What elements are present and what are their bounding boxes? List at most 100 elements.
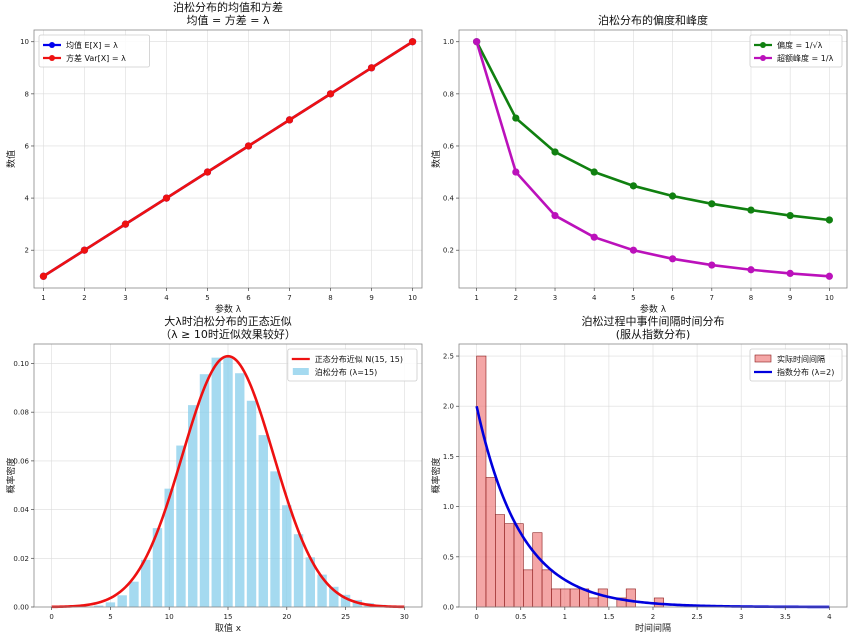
p2-series-0-point: [551, 148, 559, 156]
p1-series-1-line: [42, 40, 414, 278]
p1-xtick-label: 2: [82, 294, 86, 302]
p3-ytick-label: 0.00: [13, 604, 29, 612]
p2-legend-label: 超额峰度 = 1/λ: [777, 53, 834, 63]
p1-legend-marker: [49, 42, 55, 48]
p2-legend-marker: [760, 55, 766, 61]
p4-legend-label: 指数分布 (λ=2): [777, 367, 834, 377]
p4-xtick-label: 1: [563, 613, 567, 621]
p2-series-1-point: [668, 255, 677, 263]
p2-xtick-label: 3: [553, 294, 557, 302]
p4-xtick-label: 0: [474, 613, 478, 621]
p3-legend-swatch: [292, 368, 309, 375]
p2-series-1-line: [475, 41, 830, 278]
p4-ytick-label: 0.5: [443, 553, 454, 561]
p1-legend-box: [38, 34, 150, 68]
p4-legend-box: [749, 348, 843, 382]
p2-xlabel: 参数 λ: [640, 303, 667, 315]
p1-legend-marker: [49, 55, 55, 61]
p4-xtick-label: 4: [827, 613, 832, 621]
p1-title: 均值 = 方差 = λ: [187, 13, 270, 27]
p3-title: （λ ≥ 10时近似效果较好）: [160, 327, 296, 341]
p1-xtick-label: 8: [328, 294, 332, 302]
p4-hist-bin: [569, 588, 580, 608]
p1-xtick-label: 7: [287, 294, 291, 302]
p2-series-1-point: [786, 269, 794, 278]
p3-xtick-label: 20: [282, 613, 291, 621]
p1-xtick-label: 9: [369, 294, 373, 302]
p3-bar: [258, 435, 268, 607]
p3-xtick-label: 5: [108, 613, 112, 621]
p1-ytick-label: 10: [20, 38, 29, 46]
p2-series-0-point: [708, 200, 716, 208]
p4-xtick-label: 3: [739, 613, 743, 621]
p2-series-1-point: [512, 168, 520, 176]
p4-ytick-label: 2.5: [443, 353, 454, 361]
p4-title: (服从指数分布): [616, 327, 691, 341]
p3-xtick-label: 10: [165, 613, 174, 621]
p1-xtick-label: 4: [164, 294, 169, 302]
p2-legend-label: 偏度 = 1/√λ: [777, 40, 823, 50]
p1-series-1-point: [80, 246, 89, 254]
p3-ytick-label: 0.10: [13, 360, 29, 368]
p3-bar: [176, 445, 186, 607]
p2-series-0-point: [747, 206, 755, 214]
p2-chart: 偏度 = 1/√λ 超额峰度 = 1/λ 1 2 3 4 5 6 7 8 9 10 0.2 0.4 0.6 0…: [430, 13, 848, 315]
p4-legend-swatch: [754, 354, 772, 363]
p1-series-1-point: [39, 272, 48, 280]
p2-xtick-label: 7: [710, 294, 714, 302]
p3-legend-label: 泊松分布 (λ=15): [315, 367, 377, 377]
p4-xtick-label: 3.5: [780, 613, 791, 621]
p4-ytick-label: 1.5: [443, 453, 454, 461]
p2-xtick-label: 10: [825, 294, 834, 302]
p1-series-1-point: [367, 64, 376, 72]
p1-ytick-label: 2: [25, 247, 29, 255]
p3-ytick-label: 0.02: [13, 555, 29, 563]
p2-xtick-label: 8: [749, 294, 753, 302]
p3-bar: [270, 471, 280, 607]
p3-xtick-label: 0: [49, 613, 53, 621]
p2-series-0-point: [512, 114, 520, 122]
p3-bar: [199, 374, 210, 607]
p2-series-1-point: [590, 233, 598, 241]
p3-bar: [211, 357, 221, 607]
p3-bar: [282, 505, 292, 607]
p3-title: 大λ时泊松分布的正态近似: [164, 314, 292, 328]
p2-series-1-point: [473, 38, 481, 46]
p3-bar: [329, 586, 339, 607]
p1-xtick-label: 1: [41, 294, 45, 302]
p3-bar: [293, 534, 304, 607]
p4-xtick-label: 2.5: [692, 613, 703, 621]
p4-hist-bin: [495, 514, 505, 608]
p1-xtick-label: 5: [205, 294, 209, 302]
p1-series-1-point: [326, 90, 335, 98]
p1-xtick-label: 3: [123, 294, 127, 302]
p1-chart: 均值 E[X] = λ 方差 Var[X] = λ 1 2 3 4 5 6 7 8 9 10 2 4 6 8 1…: [5, 0, 423, 315]
p4-xtick-label: 1.5: [603, 613, 614, 621]
p3-chart: 正态分布近似 N(15, 15) 泊松分布 (λ=15) 0 5 10 15 20 25 30 0…: [5, 314, 423, 632]
p2-legend-marker: [760, 42, 766, 48]
p2-xtick-label: 4: [592, 294, 597, 302]
p2-ytick-label: 1.0: [443, 38, 454, 46]
p2-xtick-label: 6: [670, 294, 675, 302]
p4-hist-bin: [541, 569, 552, 608]
p3-xtick-label: 15: [224, 613, 233, 621]
p3-legend-label: 正态分布近似 N(15, 15): [315, 354, 403, 364]
p4-hist-bin: [560, 588, 571, 608]
p1-xtick-label: 10: [408, 294, 417, 302]
p2-frame: [458, 29, 848, 289]
p2-ylabel: 数值: [430, 150, 442, 168]
p3-xtick-label: 25: [341, 613, 350, 621]
p3-ytick-label: 0.04: [13, 506, 29, 514]
p2-series-0-point: [590, 168, 598, 176]
p3-bar: [246, 400, 257, 607]
p2-series-0-point: [825, 216, 833, 224]
p2-ytick-label: 0.6: [443, 142, 455, 150]
p1-series-1-point: [408, 38, 417, 46]
p2-ytick-label: 0.8: [443, 90, 454, 98]
p4-legend-label: 实际时间间隔: [777, 354, 825, 364]
p3-ylabel: 概率密度: [5, 457, 17, 493]
p3-bar: [140, 559, 151, 607]
